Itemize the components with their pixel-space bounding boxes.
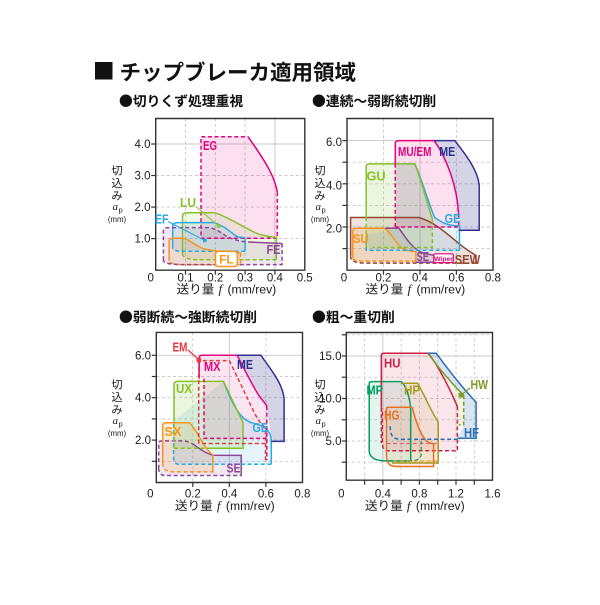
svg-text:a: a	[316, 201, 322, 213]
svg-text:0.2: 0.2	[185, 489, 201, 501]
svg-text:HF: HF	[464, 425, 479, 440]
svg-text:p: p	[322, 205, 326, 214]
svg-text:(mm): (mm)	[108, 429, 127, 438]
svg-text:0.5: 0.5	[297, 273, 313, 285]
svg-text:FL: FL	[219, 253, 234, 267]
svg-text:HW: HW	[471, 377, 489, 392]
svg-text:0.8: 0.8	[411, 489, 427, 501]
svg-text:f: f	[407, 498, 413, 513]
svg-text:EG: EG	[203, 139, 217, 153]
svg-text:f: f	[408, 282, 414, 297]
svg-text:0.6: 0.6	[258, 489, 274, 501]
svg-text:0: 0	[147, 489, 153, 501]
svg-text:0.4: 0.4	[221, 489, 238, 501]
svg-text:(mm): (mm)	[108, 215, 127, 224]
svg-text:0.6: 0.6	[448, 273, 464, 285]
svg-text:Wiper: Wiper	[434, 256, 453, 263]
svg-text:15.0: 15.0	[319, 351, 341, 363]
svg-text:EF: EF	[155, 213, 169, 227]
svg-text:2.0: 2.0	[326, 224, 342, 236]
svg-text:(mm/rev): (mm/rev)	[416, 499, 465, 513]
svg-text:ME: ME	[237, 357, 253, 372]
svg-text:EM: EM	[173, 340, 188, 355]
svg-text:1.2: 1.2	[448, 489, 464, 501]
svg-text:SE: SE	[227, 461, 241, 476]
svg-text:f: f	[217, 498, 223, 513]
svg-text:SU: SU	[353, 231, 369, 246]
svg-text:6.0: 6.0	[135, 350, 151, 362]
svg-text:MU/EM: MU/EM	[398, 144, 432, 159]
svg-text:p: p	[119, 205, 123, 214]
svg-text:(mm/rev): (mm/rev)	[228, 283, 277, 297]
svg-text:0.2: 0.2	[375, 273, 391, 285]
svg-text:10.0: 10.0	[319, 394, 341, 406]
svg-text:0.3: 0.3	[237, 273, 253, 285]
svg-text:6.0: 6.0	[326, 137, 342, 149]
svg-text:0: 0	[341, 273, 347, 285]
svg-text:2.0: 2.0	[135, 202, 151, 214]
svg-text:MX: MX	[204, 359, 221, 374]
svg-text:HG: HG	[384, 408, 400, 423]
svg-text:a: a	[113, 415, 119, 427]
svg-text:FE: FE	[267, 242, 281, 257]
svg-text:2.0: 2.0	[135, 435, 151, 447]
svg-text:HP: HP	[404, 382, 420, 397]
svg-text:SEW: SEW	[455, 252, 481, 267]
svg-text:0.1: 0.1	[178, 273, 194, 285]
svg-text:p: p	[119, 419, 123, 428]
svg-text:0.4: 0.4	[412, 273, 429, 285]
svg-text:ME: ME	[439, 144, 455, 159]
svg-text:f: f	[219, 282, 225, 297]
svg-text:0.4: 0.4	[375, 489, 392, 501]
svg-text:MP: MP	[367, 382, 384, 397]
svg-text:(mm): (mm)	[311, 429, 330, 438]
svg-text:0.8: 0.8	[294, 489, 310, 501]
svg-text:GE: GE	[445, 211, 461, 226]
svg-text:0.8: 0.8	[485, 273, 501, 285]
svg-text:GU: GU	[367, 169, 386, 184]
svg-text:a: a	[113, 201, 119, 213]
svg-text:a: a	[316, 415, 322, 427]
svg-text:3.0: 3.0	[135, 171, 151, 183]
svg-text:(mm): (mm)	[311, 215, 330, 224]
svg-text:4.0: 4.0	[135, 139, 151, 151]
svg-text:4.0: 4.0	[326, 180, 342, 192]
svg-text:p: p	[322, 419, 326, 428]
svg-text:GE: GE	[253, 420, 269, 435]
svg-text:4.0: 4.0	[135, 393, 151, 405]
svg-text:0: 0	[338, 489, 344, 501]
svg-text:SX: SX	[165, 424, 182, 439]
svg-text:HU: HU	[384, 356, 401, 371]
svg-text:0.4: 0.4	[267, 273, 284, 285]
svg-text:1.6: 1.6	[485, 489, 501, 501]
svg-text:UX: UX	[176, 381, 192, 396]
svg-text:(mm/rev): (mm/rev)	[417, 283, 466, 297]
svg-text:(mm/rev): (mm/rev)	[226, 499, 275, 513]
svg-text:SE: SE	[417, 250, 430, 264]
svg-text:0.2: 0.2	[207, 273, 223, 285]
svg-text:LU: LU	[180, 196, 196, 210]
svg-text:0: 0	[147, 273, 153, 285]
svg-text:5.0: 5.0	[326, 436, 342, 448]
svg-text:1.0: 1.0	[135, 234, 151, 246]
